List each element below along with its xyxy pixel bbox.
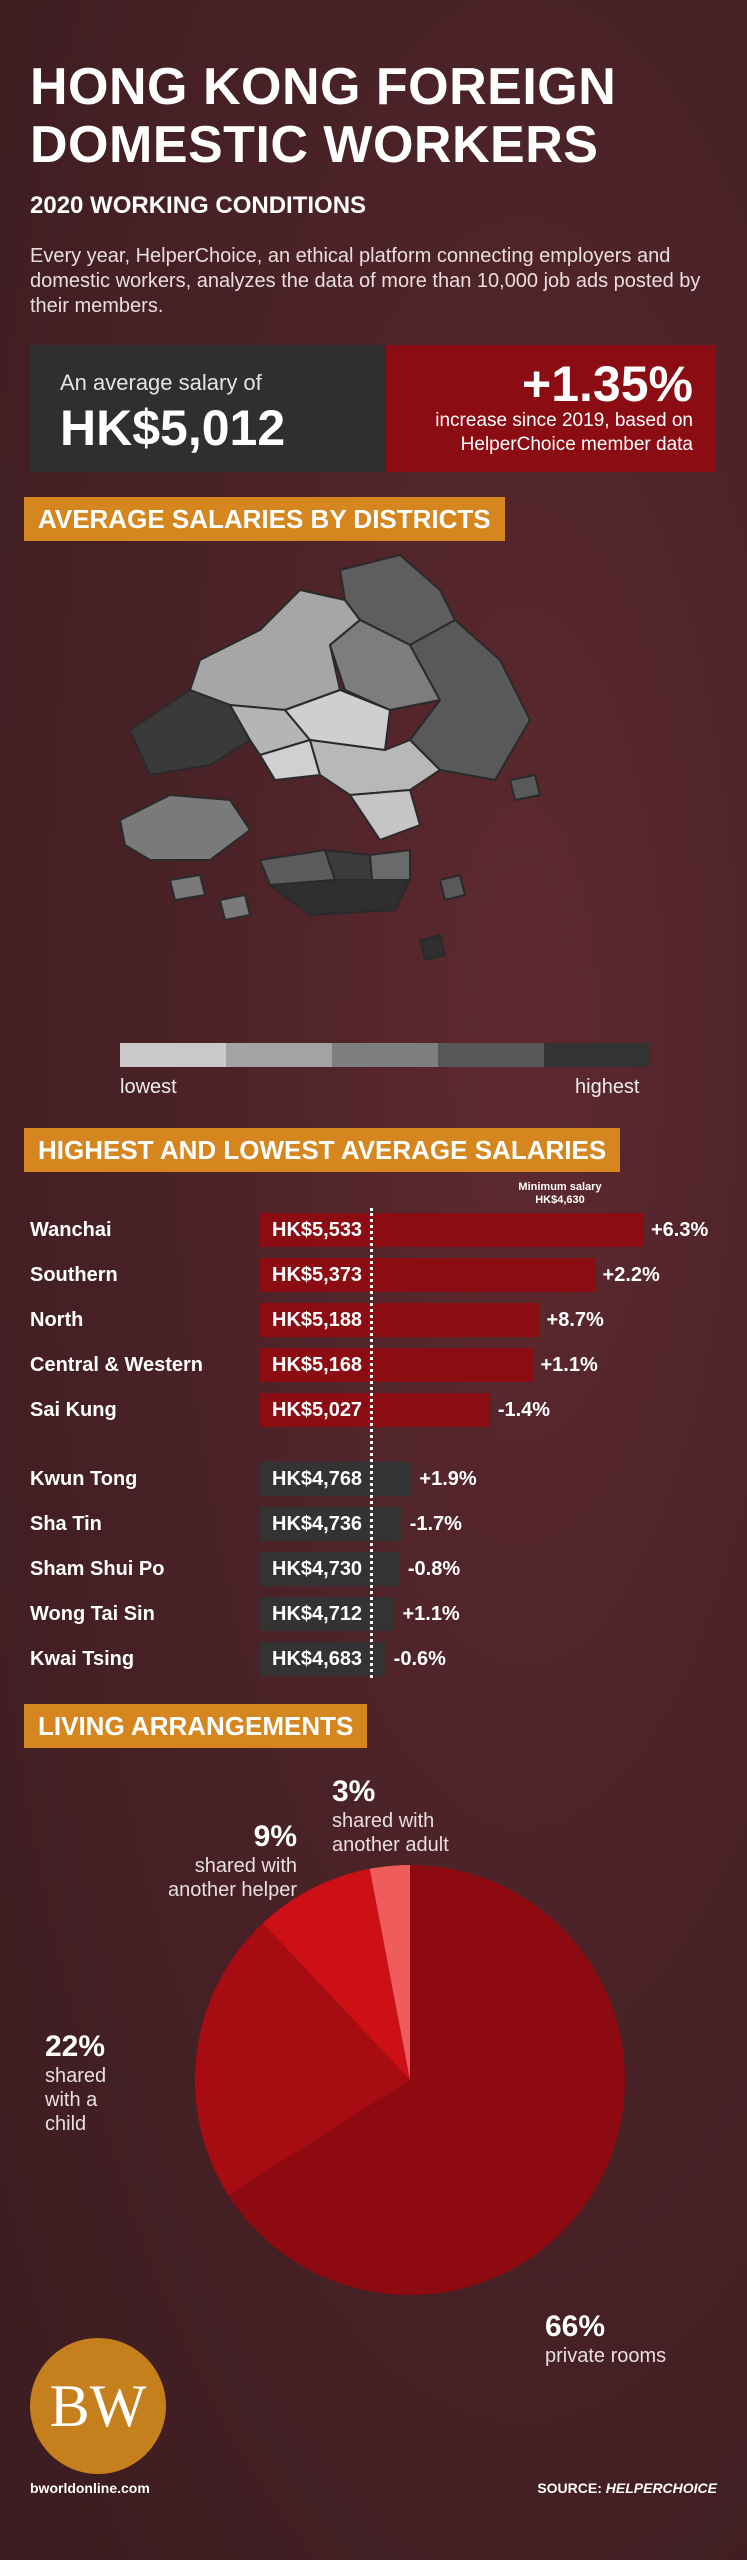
- bar-category-label: Sai Kung: [30, 1399, 117, 1421]
- pie-pct-adult: 3%: [332, 1775, 376, 1808]
- bw-logo: BW: [30, 2338, 166, 2474]
- pie-label-child: 22% shared with a child: [45, 2030, 130, 2136]
- map-legend-segment: [544, 1043, 650, 1067]
- district-map: [119, 554, 541, 961]
- map-district-islands: [119, 794, 251, 861]
- pie-text-private: private rooms: [545, 2345, 667, 2367]
- living-arrangements-pie: [195, 1865, 626, 2295]
- section-banner-living: LIVING ARRANGEMENTS: [24, 1704, 368, 1748]
- map-legend-segment: [332, 1043, 438, 1067]
- bw-logo-text: BW: [49, 2373, 147, 2439]
- salary-bar: HK$4,768: [260, 1462, 412, 1496]
- bar-change-label: -1.4%: [497, 1399, 551, 1421]
- minimum-salary-label: Minimum salary HK$4,630: [495, 1181, 625, 1207]
- bar-change-label: -0.6%: [393, 1648, 446, 1670]
- source-name: HELPERCHOICE: [605, 2480, 717, 2496]
- bar-category-label: North: [30, 1309, 84, 1331]
- map-district-southern: [269, 879, 411, 916]
- bar-change-label: +1.9%: [419, 1468, 477, 1490]
- pie-pct-helper: 9%: [253, 1820, 297, 1853]
- pie-label-adult: 3% shared with another adult: [332, 1775, 482, 1857]
- salary-bar: HK$4,712: [260, 1597, 395, 1631]
- bar-change-label: -1.7%: [409, 1513, 462, 1535]
- pie-slice: [262, 1868, 410, 2080]
- bar-change-label: +1.1%: [402, 1603, 460, 1625]
- legend-highest: highest: [575, 1076, 640, 1098]
- salary-label: An average salary of: [60, 370, 262, 395]
- map-district-eastern: [369, 849, 411, 881]
- salary-bar: HK$5,533: [260, 1213, 643, 1247]
- section-banner-highest-lowest: HIGHEST AND LOWEST AVERAGE SALARIES: [24, 1128, 621, 1172]
- bar-value-label: HK$4,736: [272, 1512, 363, 1535]
- pie-text-adult: shared with another adult: [332, 1810, 449, 1856]
- pie-text-helper: shared with another helper: [168, 1855, 297, 1901]
- footer-website: bworldonline.com: [30, 2480, 150, 2496]
- pie-slice: [369, 1865, 410, 2080]
- increase-box: +1.35% increase since 2019, based on Hel…: [386, 345, 715, 472]
- map-district-kwun-tong: [349, 789, 421, 841]
- pie-label-helper: 9% shared with another helper: [122, 1820, 297, 1902]
- average-salary-box: An average salary of HK$5,012: [30, 345, 386, 472]
- map-legend-segment: [226, 1043, 332, 1067]
- bar-value-label: HK$5,188: [272, 1308, 363, 1331]
- salary-bar: HK$4,683: [260, 1642, 386, 1676]
- pie-label-private: 66% private rooms: [545, 2310, 725, 2368]
- intro-paragraph: Every year, HelperChoice, an ethical pla…: [30, 245, 701, 317]
- salary-value: HK$5,012: [60, 400, 286, 456]
- bar-value-label: HK$4,768: [272, 1467, 363, 1490]
- source-prefix: SOURCE:: [537, 2480, 602, 2496]
- bar-category-label: Sham Shui Po: [30, 1558, 165, 1580]
- bar-change-label: -0.8%: [407, 1558, 461, 1580]
- map-district-kowloon: [309, 739, 441, 796]
- bar-value-label: HK$4,712: [272, 1602, 363, 1625]
- bar-value-label: HK$5,373: [272, 1263, 363, 1286]
- pie-text-child: shared with a child: [45, 2065, 107, 2135]
- salary-bar: HK$4,730: [260, 1552, 400, 1586]
- minimum-salary-line: [369, 1208, 373, 1678]
- page-subtitle: 2020 WORKING CONDITIONS: [30, 192, 367, 219]
- footer-source: SOURCE: HELPERCHOICE: [537, 2480, 717, 2496]
- increase-value: +1.35%: [522, 356, 693, 412]
- salary-bar: HK$5,027: [260, 1393, 490, 1427]
- minimum-salary-value: HK$4,630: [535, 1194, 585, 1206]
- bar-category-label: Wong Tai Sin: [30, 1603, 155, 1625]
- bar-change-label: +8.7%: [546, 1309, 604, 1331]
- pie-pct-private: 66%: [545, 2310, 606, 2343]
- map-district-sha-tin: [284, 689, 391, 751]
- bar-value-label: HK$5,027: [272, 1398, 363, 1421]
- salary-bar: HK$5,373: [260, 1258, 595, 1292]
- bar-change-label: +1.1%: [540, 1354, 598, 1376]
- bar-change-label: +6.3%: [651, 1219, 709, 1241]
- section-banner-districts: AVERAGE SALARIES BY DISTRICTS: [24, 497, 505, 541]
- bar-category-label: Kwai Tsing: [30, 1648, 135, 1670]
- page-title: HONG KONG FOREIGN DOMESTIC WORKERS: [30, 58, 617, 174]
- bar-value-label: HK$5,533: [272, 1218, 363, 1241]
- map-legend-segment: [120, 1043, 226, 1067]
- map-district-sai-kung: [409, 619, 531, 781]
- pie-slice: [228, 1865, 626, 2295]
- bar-value-label: HK$4,730: [272, 1557, 363, 1580]
- pie-slice: [195, 1923, 410, 2196]
- salary-bar: HK$5,188: [260, 1303, 539, 1337]
- bar-category-label: Wanchai: [30, 1219, 112, 1241]
- bar-category-label: Southern: [30, 1264, 118, 1286]
- bar-value-label: HK$5,168: [272, 1353, 363, 1376]
- bar-change-label: +2.2%: [602, 1264, 660, 1286]
- increase-note: increase since 2019, based on HelperChoi…: [435, 410, 693, 455]
- minimum-salary-text: Minimum salary: [518, 1181, 602, 1193]
- salary-bar: HK$5,168: [260, 1348, 533, 1382]
- bar-category-label: Kwun Tong: [30, 1468, 138, 1490]
- bar-category-label: Sha Tin: [30, 1513, 102, 1535]
- pie-pct-child: 22%: [45, 2030, 106, 2063]
- map-legend-segment: [438, 1043, 544, 1067]
- bar-value-label: HK$4,683: [272, 1647, 363, 1670]
- salary-bar: HK$4,736: [260, 1507, 402, 1541]
- map-district-central-western: [259, 849, 336, 886]
- legend-lowest: lowest: [120, 1076, 177, 1098]
- bar-category-label: Central & Western: [30, 1354, 204, 1376]
